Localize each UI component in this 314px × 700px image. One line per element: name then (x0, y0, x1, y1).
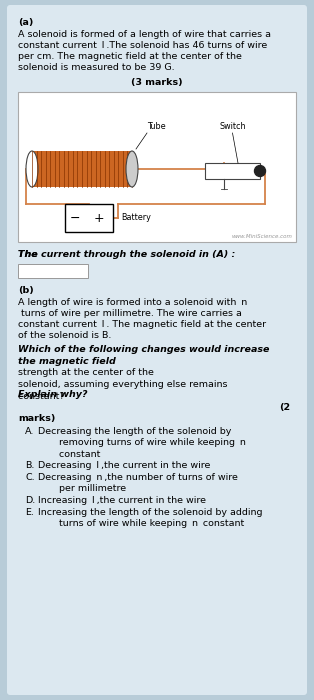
Ellipse shape (126, 151, 138, 187)
Text: Explain why?: Explain why? (18, 390, 88, 399)
Text: Which of the following changes would increase
the magnetic field: Which of the following changes would inc… (18, 345, 269, 366)
Bar (205, 163, 260, 179)
Text: (2: (2 (279, 403, 290, 412)
Text: marks): marks) (18, 414, 55, 423)
Text: D.: D. (25, 496, 35, 505)
Text: +: + (94, 211, 104, 225)
Bar (18, 264, 88, 278)
Text: Increasing  I ,the current in the wire: Increasing I ,the current in the wire (38, 496, 206, 505)
FancyBboxPatch shape (7, 5, 307, 695)
Text: Decreasing the length of the solenoid by
       removing turns of wire while kee: Decreasing the length of the solenoid by… (38, 427, 248, 459)
Text: per cm. The magnetic field at the center of the: per cm. The magnetic field at the center… (18, 52, 242, 61)
Bar (65, 204, 113, 232)
Text: Decreasing  I ,the current in the wire: Decreasing I ,the current in the wire (38, 461, 210, 470)
Text: Tube: Tube (147, 122, 165, 131)
Text: constant current  I . The magnetic field at the center: constant current I . The magnetic field … (18, 320, 266, 329)
Text: constant current  I .The solenoid has 46 turns of wire: constant current I .The solenoid has 46 … (18, 41, 267, 50)
Text: (b): (b) (18, 286, 34, 295)
Text: The current through the solenoid in (A) :: The current through the solenoid in (A) … (18, 250, 235, 259)
Text: Battery: Battery (121, 214, 151, 223)
Text: The: The (18, 250, 41, 259)
Text: C.: C. (25, 473, 35, 482)
Ellipse shape (26, 151, 38, 187)
Bar (32, 151, 132, 187)
Bar (18, 92, 296, 242)
Text: −: − (70, 211, 80, 225)
Text: A.: A. (25, 427, 34, 436)
Text: (3 marks): (3 marks) (131, 78, 183, 87)
Text: solenoid is measured to be 39 G.: solenoid is measured to be 39 G. (18, 63, 175, 72)
Text: Increasing the length of the solenoid by adding
       turns of wire while keepi: Increasing the length of the solenoid by… (38, 508, 263, 528)
Text: (a): (a) (18, 18, 33, 27)
Text: Decreasing  n ,the number of turns of wire
       per millimetre: Decreasing n ,the number of turns of wir… (38, 473, 238, 494)
Ellipse shape (255, 165, 266, 176)
Text: A length of wire is formed into a solenoid with  n: A length of wire is formed into a soleno… (18, 298, 247, 307)
Text: A solenoid is formed of a length of wire that carries a: A solenoid is formed of a length of wire… (18, 30, 271, 39)
Text: www.MiniScience.com: www.MiniScience.com (231, 234, 292, 239)
Text: B.: B. (25, 461, 34, 470)
Text: of the solenoid is B.: of the solenoid is B. (18, 331, 111, 340)
Text: turns of wire per millimetre. The wire carries a: turns of wire per millimetre. The wire c… (18, 309, 242, 318)
Text: Switch: Switch (219, 122, 246, 131)
Text: strength at the center of the
solenoid, assuming everything else remains
constan: strength at the center of the solenoid, … (18, 368, 228, 400)
Text: E.: E. (25, 508, 34, 517)
